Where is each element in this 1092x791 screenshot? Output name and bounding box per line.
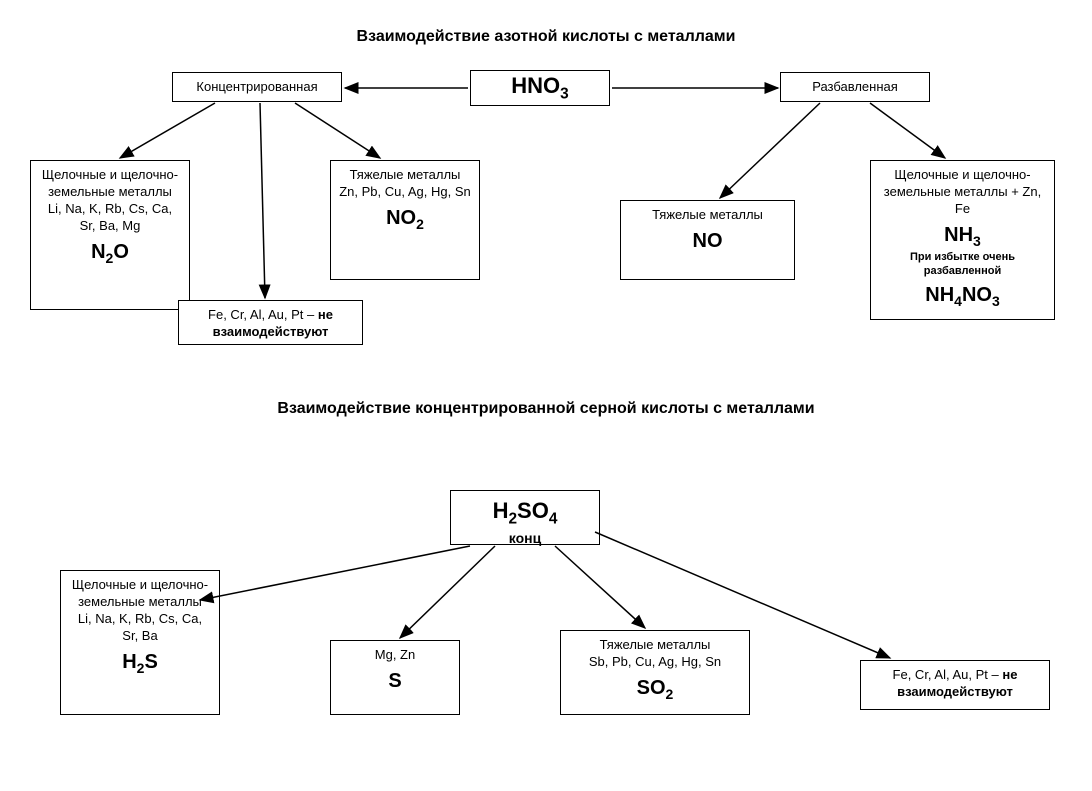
n2o-examples: Li, Na, K, Rb, Cs, Ca, Sr, Ba, Mg	[39, 201, 181, 235]
h2so4-sub: конц	[459, 529, 591, 547]
s-examples: Mg, Zn	[339, 647, 451, 664]
box-passive2: Fe, Cr, Al, Au, Pt – не взаимодействуют	[860, 660, 1050, 710]
diagram-container: Взаимодействие азотной кислоты с металла…	[0, 0, 1092, 791]
no-formula: NO	[629, 228, 786, 254]
hno3-formula: HNO3	[511, 72, 568, 104]
box-hno3: HNO3	[470, 70, 610, 106]
box-no: Тяжелые металлы NO	[620, 200, 795, 280]
no2-formula: NO2	[339, 205, 471, 233]
no2-examples: Zn, Pb, Cu, Ag, Hg, Sn	[339, 184, 471, 201]
nh3-formula1: NH3	[879, 222, 1046, 250]
box-no2: Тяжелые металлы Zn, Pb, Cu, Ag, Hg, Sn N…	[330, 160, 480, 280]
box-h2so4: H2SO4 конц	[450, 490, 600, 545]
nh3-note: При избытке очень разбавленной	[879, 250, 1046, 279]
h2s-formula: H2S	[69, 649, 211, 677]
n2o-formula: N2O	[39, 239, 181, 267]
dilute-label: Разбавленная	[812, 79, 898, 96]
passive2-examples: Fe, Cr, Al, Au, Pt –	[893, 667, 1003, 682]
passive1-examples: Fe, Cr, Al, Au, Pt –	[208, 307, 318, 322]
h2so4-formula: H2SO4	[493, 498, 558, 523]
box-passive1: Fe, Cr, Al, Au, Pt – не взаимодействуют	[178, 300, 363, 345]
box-so2: Тяжелые металлы Sb, Pb, Cu, Ag, Hg, Sn S…	[560, 630, 750, 715]
so2-examples: Sb, Pb, Cu, Ag, Hg, Sn	[569, 654, 741, 671]
box-nh3: Щелочные и щелочно-земельные металлы + Z…	[870, 160, 1055, 320]
box-s: Mg, Zn S	[330, 640, 460, 715]
so2-text: Тяжелые металлы	[569, 637, 741, 654]
nh3-formula2: NH4NO3	[879, 282, 1046, 310]
s-formula: S	[339, 668, 451, 694]
h2s-examples: Li, Na, K, Rb, Cs, Ca, Sr, Ba	[69, 611, 211, 645]
box-n2o: Щелочные и щелочно-земельные металлы Li,…	[30, 160, 190, 310]
box-h2s: Щелочные и щелочно-земельные металлы Li,…	[60, 570, 220, 715]
box-conc: Концентрированная	[172, 72, 342, 102]
title1: Взаимодействие азотной кислоты с металла…	[0, 28, 1092, 46]
nh3-text: Щелочные и щелочно-земельные металлы + Z…	[879, 167, 1046, 218]
so2-formula: SO2	[569, 675, 741, 703]
n2o-text: Щелочные и щелочно-земельные металлы	[39, 167, 181, 201]
box-dilute: Разбавленная	[780, 72, 930, 102]
no2-text: Тяжелые металлы	[339, 167, 471, 184]
title2: Взаимодействие концентрированной серной …	[0, 400, 1092, 418]
conc-label: Концентрированная	[196, 79, 317, 96]
h2s-text: Щелочные и щелочно-земельные металлы	[69, 577, 211, 611]
no-text: Тяжелые металлы	[629, 207, 786, 224]
